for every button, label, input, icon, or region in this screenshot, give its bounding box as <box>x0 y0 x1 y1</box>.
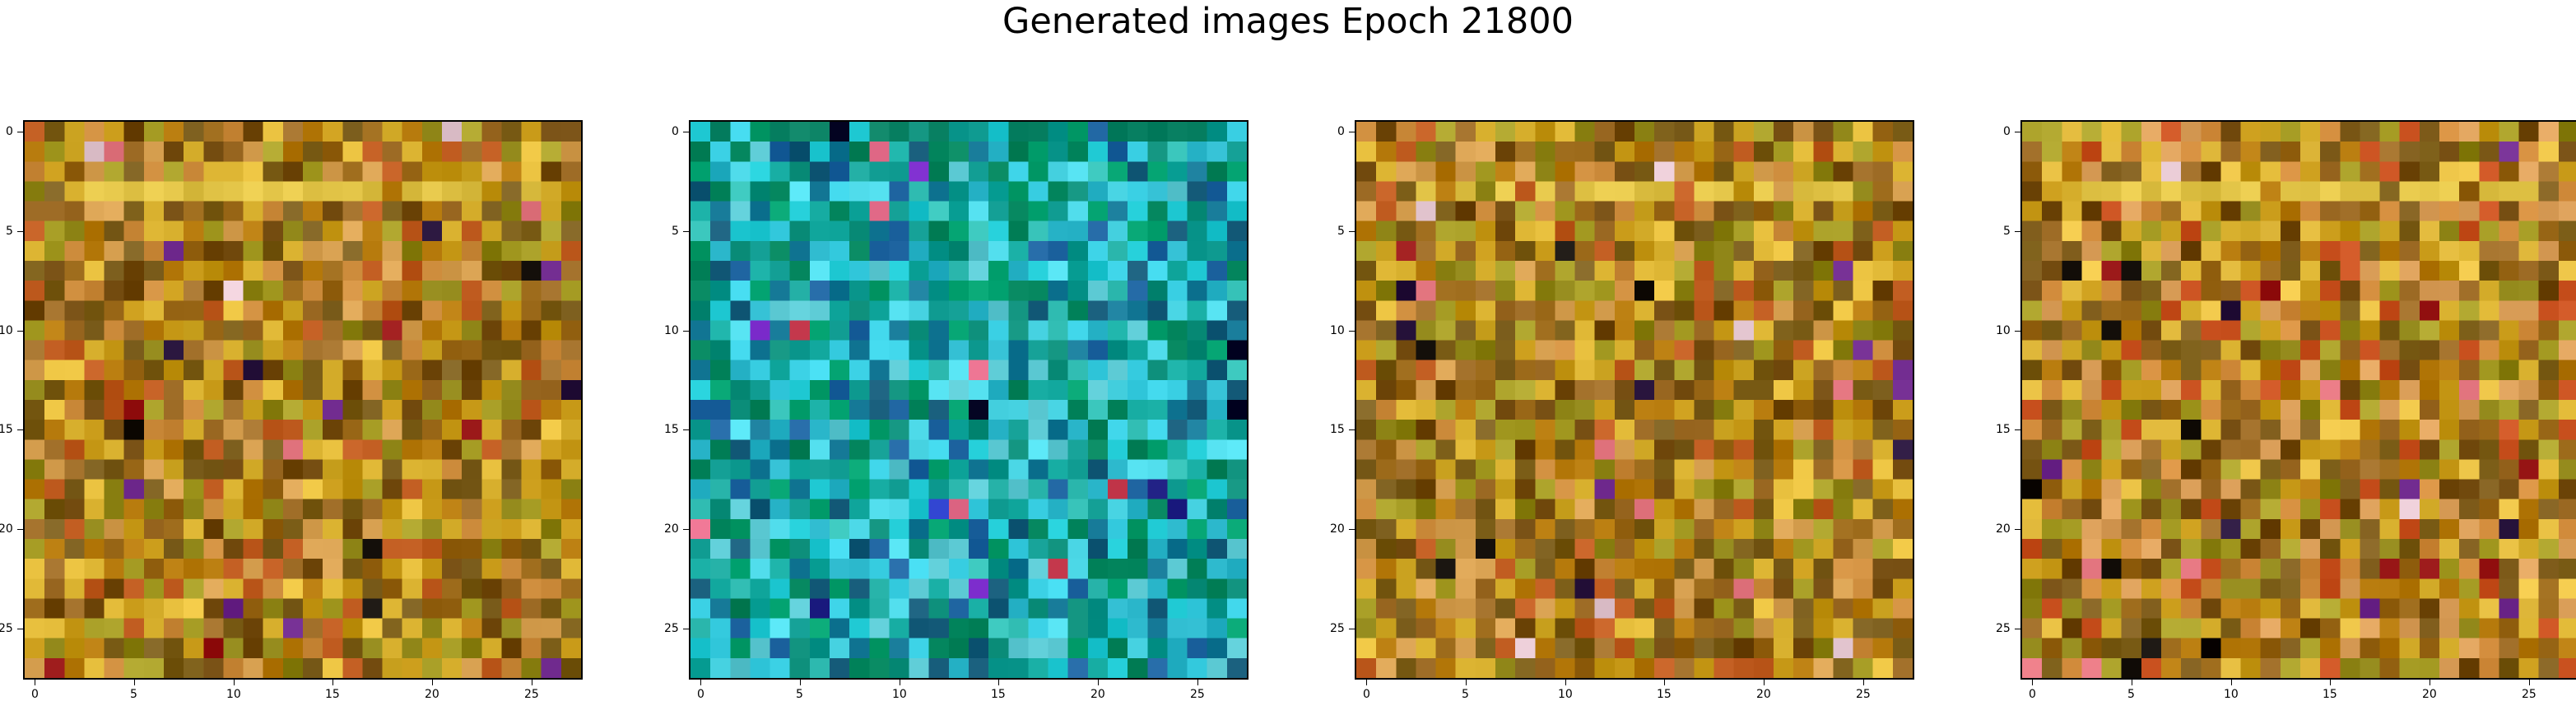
x-tick-label: 20 <box>1090 688 1105 701</box>
x-tick-label: 0 <box>1363 688 1370 701</box>
x-tick-mark <box>998 680 999 685</box>
y-tick-mark <box>683 529 689 530</box>
y-tick-mark <box>17 529 23 530</box>
x-tick-label: 10 <box>892 688 907 701</box>
generated-image-3 <box>1355 120 1914 680</box>
y-tick-mark <box>1349 331 1355 332</box>
x-tick-mark <box>1098 680 1099 685</box>
y-tick-label: 25 <box>1330 622 1345 635</box>
x-tick-label: 15 <box>325 688 340 701</box>
x-tick-label: 15 <box>2323 688 2337 701</box>
y-tick-label: 5 <box>1337 225 1345 238</box>
y-tick-label: 25 <box>664 622 679 635</box>
y-tick-label: 25 <box>0 622 13 635</box>
x-tick-label: 0 <box>31 688 39 701</box>
x-tick-label: 25 <box>524 688 539 701</box>
y-tick-mark <box>2015 429 2020 430</box>
x-tick-mark <box>234 680 235 685</box>
y-tick-label: 0 <box>672 125 679 138</box>
x-tick-mark <box>1863 680 1864 685</box>
x-tick-mark <box>2231 680 2232 685</box>
x-tick-label: 5 <box>130 688 137 701</box>
x-tick-label: 15 <box>1657 688 1672 701</box>
x-tick-label: 5 <box>1462 688 1469 701</box>
generated-image-1-pixels <box>25 122 581 678</box>
x-tick-label: 20 <box>1756 688 1771 701</box>
generated-image-2-pixels <box>690 122 1247 678</box>
y-tick-mark <box>683 231 689 232</box>
x-tick-mark <box>1664 680 1665 685</box>
y-tick-label: 15 <box>1996 423 2011 436</box>
figure-title: Generated images Epoch 21800 <box>1002 1 1574 42</box>
y-tick-label: 15 <box>664 423 679 436</box>
y-tick-mark <box>17 331 23 332</box>
y-tick-mark <box>17 231 23 232</box>
x-tick-label: 20 <box>425 688 439 701</box>
y-tick-label: 5 <box>6 225 13 238</box>
y-tick-label: 20 <box>1996 522 2011 536</box>
x-tick-mark <box>332 680 333 685</box>
y-tick-label: 20 <box>0 522 13 536</box>
y-tick-label: 10 <box>664 324 679 337</box>
x-tick-label: 0 <box>2029 688 2036 701</box>
x-tick-label: 5 <box>2127 688 2135 701</box>
x-tick-label: 10 <box>2224 688 2239 701</box>
y-tick-label: 15 <box>0 423 13 436</box>
y-tick-label: 25 <box>1996 622 2011 635</box>
x-tick-label: 25 <box>2522 688 2536 701</box>
y-tick-mark <box>1349 231 1355 232</box>
x-tick-mark <box>1197 680 1198 685</box>
y-tick-label: 20 <box>664 522 679 536</box>
y-tick-mark <box>2015 331 2020 332</box>
y-tick-label: 0 <box>6 125 13 138</box>
y-tick-mark <box>17 429 23 430</box>
x-tick-label: 25 <box>1856 688 1871 701</box>
generated-image-2 <box>689 120 1248 680</box>
generated-image-4-pixels <box>2022 122 2576 678</box>
x-tick-mark <box>2330 680 2331 685</box>
y-tick-mark <box>683 429 689 430</box>
generated-image-1 <box>23 120 583 680</box>
x-tick-mark <box>700 680 701 685</box>
y-tick-mark <box>2015 231 2020 232</box>
x-tick-label: 5 <box>796 688 803 701</box>
y-tick-label: 15 <box>1330 423 1345 436</box>
x-tick-label: 10 <box>226 688 241 701</box>
y-tick-label: 5 <box>672 225 679 238</box>
y-tick-mark <box>1349 429 1355 430</box>
x-tick-mark <box>800 680 801 685</box>
y-tick-label: 0 <box>2003 125 2011 138</box>
x-tick-mark <box>134 680 135 685</box>
x-tick-label: 20 <box>2422 688 2437 701</box>
x-tick-mark <box>1565 680 1566 685</box>
generated-image-4 <box>2020 120 2576 680</box>
x-tick-mark <box>1366 680 1367 685</box>
y-tick-label: 5 <box>2003 225 2011 238</box>
x-tick-mark <box>1764 680 1765 685</box>
y-tick-label: 10 <box>1996 324 2011 337</box>
y-tick-label: 10 <box>1330 324 1345 337</box>
y-tick-label: 20 <box>1330 522 1345 536</box>
x-tick-mark <box>1466 680 1467 685</box>
x-tick-label: 25 <box>1190 688 1205 701</box>
y-tick-label: 0 <box>1337 125 1345 138</box>
generated-image-3-pixels <box>1356 122 1913 678</box>
x-tick-mark <box>432 680 433 685</box>
y-tick-mark <box>1349 529 1355 530</box>
y-tick-mark <box>683 331 689 332</box>
y-tick-label: 10 <box>0 324 13 337</box>
x-tick-mark <box>2032 680 2033 685</box>
x-tick-label: 15 <box>991 688 1006 701</box>
x-tick-mark <box>2529 680 2530 685</box>
x-tick-label: 10 <box>1558 688 1573 701</box>
y-tick-mark <box>2015 529 2020 530</box>
x-tick-label: 0 <box>697 688 704 701</box>
